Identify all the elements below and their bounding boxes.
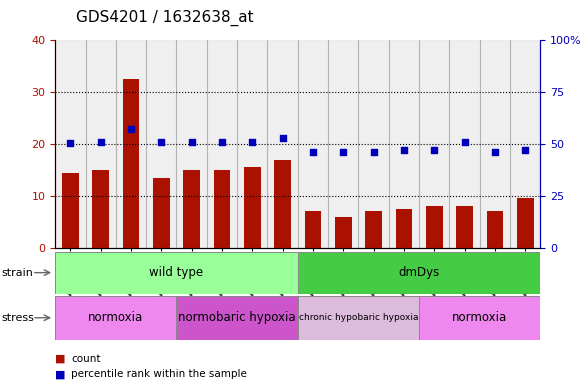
Bar	[177, 296, 298, 340]
Bar	[183, 170, 200, 248]
Bar	[298, 252, 540, 294]
Bar	[274, 160, 291, 248]
Text: count: count	[71, 354, 101, 364]
Bar	[426, 206, 443, 248]
Bar	[510, 40, 540, 248]
Bar	[237, 40, 267, 248]
Bar	[358, 40, 389, 248]
Text: ■: ■	[55, 354, 66, 364]
Point	[429, 147, 439, 153]
Bar	[449, 40, 480, 248]
Text: GDS4201 / 1632638_at: GDS4201 / 1632638_at	[76, 10, 253, 26]
Point	[369, 149, 378, 156]
Text: strain: strain	[1, 268, 33, 278]
Bar	[153, 178, 170, 248]
Bar	[55, 252, 298, 294]
Text: chronic hypobaric hypoxia: chronic hypobaric hypoxia	[299, 313, 418, 322]
Bar	[304, 211, 321, 248]
Bar	[419, 296, 540, 340]
Bar	[207, 40, 237, 248]
Point	[187, 139, 196, 145]
Text: wild type: wild type	[149, 266, 203, 279]
Point	[309, 149, 318, 156]
Text: normobaric hypoxia: normobaric hypoxia	[178, 311, 296, 324]
Point	[217, 139, 227, 145]
Bar	[456, 206, 473, 248]
Point	[66, 140, 75, 146]
Bar	[396, 209, 413, 248]
Point	[490, 149, 500, 156]
Bar	[298, 40, 328, 248]
Bar	[62, 172, 78, 248]
Point	[399, 147, 408, 153]
Bar	[92, 170, 109, 248]
Point	[339, 149, 348, 156]
Bar	[328, 40, 358, 248]
Bar	[177, 40, 207, 248]
Point	[278, 135, 287, 141]
Bar	[214, 170, 230, 248]
Bar	[389, 40, 419, 248]
Text: ■: ■	[55, 369, 66, 379]
Point	[248, 139, 257, 145]
Bar	[419, 40, 449, 248]
Bar	[486, 211, 503, 248]
Text: dmDys: dmDys	[399, 266, 440, 279]
Bar	[146, 40, 177, 248]
Bar	[116, 40, 146, 248]
Bar	[335, 217, 352, 248]
Point	[521, 147, 530, 153]
Text: stress: stress	[1, 313, 34, 323]
Bar	[123, 79, 139, 248]
Text: normoxia: normoxia	[88, 311, 144, 324]
Bar	[55, 40, 85, 248]
Bar	[267, 40, 298, 248]
Text: normoxia: normoxia	[452, 311, 507, 324]
Bar	[298, 296, 419, 340]
Bar	[55, 296, 177, 340]
Bar	[517, 199, 533, 248]
Text: percentile rank within the sample: percentile rank within the sample	[71, 369, 248, 379]
Bar	[244, 167, 261, 248]
Point	[126, 126, 135, 132]
Point	[96, 139, 105, 145]
Point	[460, 139, 469, 145]
Bar	[85, 40, 116, 248]
Bar	[480, 40, 510, 248]
Point	[157, 139, 166, 145]
Bar	[365, 211, 382, 248]
